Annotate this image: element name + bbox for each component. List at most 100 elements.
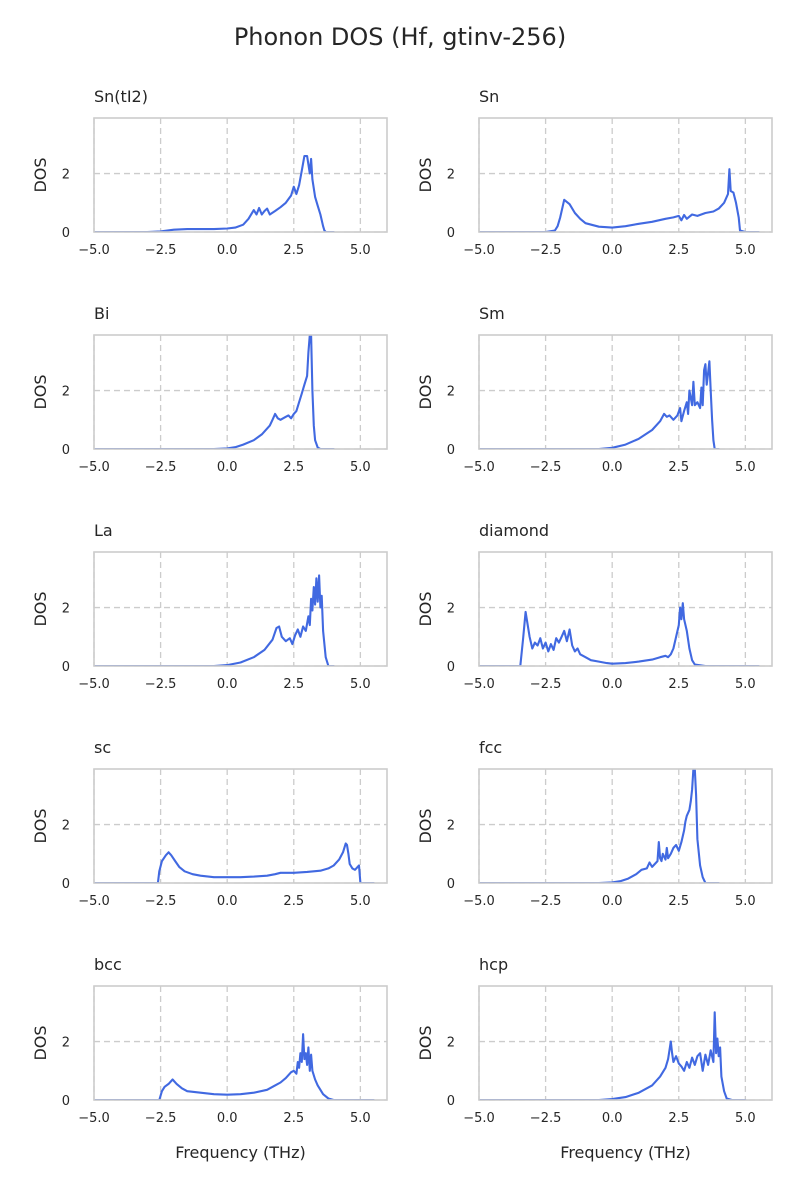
y-tick-label: 0 [62,877,70,892]
x-axis-label: Frequency (THz) [560,1143,690,1162]
axes-frame [478,334,773,450]
y-tick-label: 0 [447,1094,455,1109]
x-tick-label: 2.5 [283,677,304,692]
dos-curve [94,335,335,449]
x-tick-label: 2.5 [283,460,304,475]
axes-frame [478,985,773,1101]
axes-frame [93,334,388,450]
y-tick-label: 0 [62,1094,70,1109]
panel-la: La −5.0 −2.5 0.0 2.5 5.0 0 2 DOS [31,521,388,692]
x-tick-label: −2.5 [530,243,562,258]
x-tick-label: −2.5 [530,1111,562,1126]
dos-curve [479,602,760,666]
axes-frame [93,985,388,1101]
x-tick-label: 5.0 [735,1111,756,1126]
x-tick-label: 0.0 [217,243,238,258]
x-tick-label: −2.5 [145,894,177,909]
y-tick-label: 2 [62,168,70,183]
y-tick-label: 0 [447,226,455,241]
x-tick-label: −5.0 [463,677,495,692]
y-axis-label: DOS [31,374,50,409]
x-tick-label: −5.0 [463,894,495,909]
panel-title: diamond [479,521,549,540]
x-tick-label: 2.5 [668,894,689,909]
y-tick-label: 2 [447,819,455,834]
x-tick-label: 5.0 [350,460,371,475]
x-tick-label: 2.5 [668,677,689,692]
x-tick-label: −5.0 [78,677,110,692]
dos-curve [94,1033,375,1100]
panel-title: La [94,521,113,540]
x-tick-label: 0.0 [602,243,623,258]
panel-title: hcp [479,955,508,974]
x-tick-label: 0.0 [602,1111,623,1126]
y-tick-label: 0 [62,226,70,241]
y-tick-label: 2 [447,602,455,617]
panel-fcc: fcc −5.0 −2.5 0.0 2.5 5.0 0 2 DOS [416,738,773,909]
x-tick-label: −2.5 [530,894,562,909]
panel-title: bcc [94,955,122,974]
x-tick-label: 0.0 [602,460,623,475]
panel-bcc: bcc −5.0 −2.5 0.0 2.5 5.0 0 2 DOS Frequency (THz) [31,955,388,1162]
panel-hcp: hcp −5.0 −2.5 0.0 2.5 5.0 0 2 DOS Frequency (THz) [416,955,773,1162]
panel-bi: Bi −5.0 −2.5 0.0 2.5 5.0 0 2 DOS [31,304,388,475]
x-tick-label: −5.0 [78,460,110,475]
panel-title: Sn(tI2) [94,87,148,106]
axes-frame [93,551,388,667]
axes-frame [93,768,388,884]
dos-curve [479,769,720,883]
y-tick-label: 0 [447,443,455,458]
x-tick-label: 5.0 [735,460,756,475]
y-tick-label: 0 [447,877,455,892]
x-tick-label: −5.0 [463,460,495,475]
panel-title: Bi [94,304,109,323]
y-axis-label: DOS [416,157,435,192]
panel-title: Sm [479,304,505,323]
x-tick-label: 5.0 [735,243,756,258]
axes-frame [478,768,773,884]
dos-curve [479,360,720,449]
x-tick-label: −5.0 [78,1111,110,1126]
dos-curve [479,168,760,232]
panel-diamond: diamond −5.0 −2.5 0.0 2.5 5.0 0 2 DOS [416,521,773,692]
x-tick-label: 0.0 [217,460,238,475]
y-tick-label: 2 [62,819,70,834]
y-axis-label: DOS [416,374,435,409]
x-tick-label: 5.0 [350,894,371,909]
x-tick-label: 0.0 [217,894,238,909]
x-tick-label: 5.0 [350,677,371,692]
panel-sn: Sn −5.0 −2.5 0.0 2.5 5.0 0 2 DOS [416,87,773,258]
axes-frame [93,117,388,233]
x-tick-label: 2.5 [668,460,689,475]
x-tick-label: −5.0 [463,1111,495,1126]
y-axis-label: DOS [31,591,50,626]
y-tick-label: 2 [447,385,455,400]
panel-title: sc [94,738,111,757]
dos-curve [94,154,335,232]
y-tick-label: 2 [62,385,70,400]
x-tick-label: 0.0 [602,677,623,692]
y-tick-label: 2 [62,1036,70,1051]
figure-title: Phonon DOS (Hf, gtinv-256) [234,23,566,51]
subplot-grid: Sn(tI2) −5.0 −2.5 0.0 2.5 5.0 0 2 DOS Sn −5.0 −2.5 0… [31,87,773,1162]
x-tick-label: −2.5 [145,460,177,475]
y-tick-label: 0 [447,660,455,675]
panel-sm: Sm −5.0 −2.5 0.0 2.5 5.0 0 2 DOS [416,304,773,475]
y-tick-label: 0 [62,660,70,675]
x-tick-label: 0.0 [217,677,238,692]
panel-sc: sc −5.0 −2.5 0.0 2.5 5.0 0 2 DOS [31,738,388,909]
panel-title: Sn [479,87,499,106]
x-tick-label: −2.5 [145,243,177,258]
x-tick-label: −2.5 [530,460,562,475]
x-tick-label: 2.5 [283,243,304,258]
y-tick-label: 2 [447,168,455,183]
y-axis-label: DOS [31,1025,50,1060]
x-tick-label: 2.5 [668,243,689,258]
y-axis-label: DOS [416,591,435,626]
x-tick-label: −5.0 [78,894,110,909]
x-axis-label: Frequency (THz) [175,1143,305,1162]
x-tick-label: 5.0 [350,1111,371,1126]
x-tick-label: 5.0 [735,677,756,692]
x-tick-label: 2.5 [283,1111,304,1126]
